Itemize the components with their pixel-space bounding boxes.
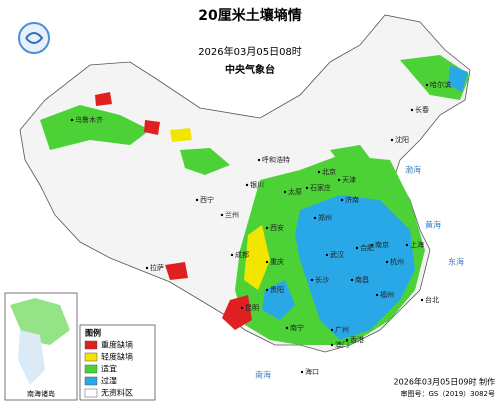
place-label: 台北 <box>425 295 439 304</box>
legend-swatch <box>84 388 98 398</box>
place-dot <box>340 198 344 202</box>
place-label: 武汉 <box>330 250 344 259</box>
agency: 中央气象台 <box>225 63 275 76</box>
place-dot <box>350 278 354 282</box>
time: 2026年03月05日08时 <box>198 45 302 58</box>
place-label: 兰州 <box>225 210 239 219</box>
place-dot <box>337 178 341 182</box>
place-label: 西宁 <box>200 195 214 204</box>
place-label: 昆明 <box>245 304 259 312</box>
place-label: 海口 <box>305 367 319 376</box>
place-dot <box>245 183 249 187</box>
footer-made: 2026年03月05日09时 制作 <box>394 377 495 387</box>
place-label: 拉萨 <box>150 263 164 272</box>
place-dot <box>355 246 359 250</box>
place-dot <box>345 338 349 342</box>
place-label: 沈阳 <box>395 135 409 144</box>
legend-swatch <box>84 376 98 386</box>
place-label: 成都 <box>235 250 249 259</box>
legend-label: 适宜 <box>101 364 117 374</box>
place-dot <box>325 253 329 257</box>
place-label: 南昌 <box>355 275 369 284</box>
place-dot <box>410 108 414 112</box>
legend-title: 图例 <box>85 328 101 338</box>
place-dot <box>330 328 334 332</box>
place-dot <box>375 293 379 297</box>
place-dot <box>385 260 389 264</box>
legend-swatch <box>84 352 98 362</box>
place-label: 西安 <box>270 223 284 232</box>
footer-approval: 审图号：GS（2019）3082号 <box>401 389 496 398</box>
legend-swatch <box>84 364 98 374</box>
place-label: 南宁 <box>290 323 304 332</box>
sea-label: 南海 <box>255 370 271 380</box>
place-label: 呼和浩特 <box>262 155 290 164</box>
place-dot <box>257 158 261 162</box>
place-label: 合肥 <box>360 243 374 252</box>
place-label: 福州 <box>380 290 394 299</box>
place-label: 太原 <box>288 187 302 196</box>
place-dot <box>230 253 234 257</box>
place-dot <box>420 298 424 302</box>
place-dot <box>330 343 334 347</box>
place-label: 天津 <box>342 176 356 184</box>
legend-box <box>79 324 156 401</box>
place-label: 长春 <box>415 105 429 114</box>
place-label: 贵阳 <box>270 285 284 294</box>
sea-label: 东海 <box>448 257 464 267</box>
place-label: 上海 <box>410 240 424 249</box>
place-dot <box>265 288 269 292</box>
place-label: 南京 <box>375 240 389 249</box>
place-dot <box>390 138 394 142</box>
place-label: 长沙 <box>315 275 329 284</box>
inset: 南海诸岛 <box>4 292 78 401</box>
legend-label: 无资料区 <box>101 388 133 398</box>
place-label: 杭州 <box>390 257 404 266</box>
legend-label: 过湿 <box>101 376 117 386</box>
place-label: 郑州 <box>318 214 332 222</box>
inset-label: 南海诸岛 <box>27 389 55 398</box>
place-label: 济南 <box>345 195 359 204</box>
place-dot <box>317 170 321 174</box>
place-dot <box>425 83 429 87</box>
place-dot <box>310 278 314 282</box>
place-dot <box>240 306 244 310</box>
place-dot <box>265 226 269 230</box>
place-dot <box>265 260 269 264</box>
place-dot <box>285 326 289 330</box>
place-dot <box>313 216 317 220</box>
place-label: 银川 <box>250 180 264 189</box>
place-dot <box>283 190 287 194</box>
place-label: 哈尔滨 <box>430 80 451 89</box>
place-dot <box>220 213 224 217</box>
place-dot <box>305 186 309 190</box>
logo <box>18 22 50 54</box>
place-dot <box>145 266 149 270</box>
place-dot <box>300 370 304 374</box>
sea-label: 渤海 <box>405 165 421 175</box>
place-dot <box>70 118 74 122</box>
place-label: 澳门 <box>335 340 349 349</box>
place-label: 北京 <box>322 167 336 176</box>
place-dot <box>405 243 409 247</box>
place-label: 石家庄 <box>310 183 331 192</box>
title: 20厘米土壤墒情 <box>198 7 301 24</box>
place-label: 重庆 <box>270 257 284 266</box>
place-label: 乌鲁木齐 <box>75 115 103 124</box>
place-dot <box>195 198 199 202</box>
legend-swatch <box>84 340 98 350</box>
moisture-areas <box>40 55 470 345</box>
place-label: 香港 <box>350 335 364 344</box>
sea-label: 黄海 <box>425 220 441 230</box>
place-label: 广州 <box>335 325 349 334</box>
place-dot <box>370 243 374 247</box>
legend-label: 轻度缺墒 <box>101 352 133 362</box>
legend-label: 重度缺墒 <box>101 340 133 350</box>
